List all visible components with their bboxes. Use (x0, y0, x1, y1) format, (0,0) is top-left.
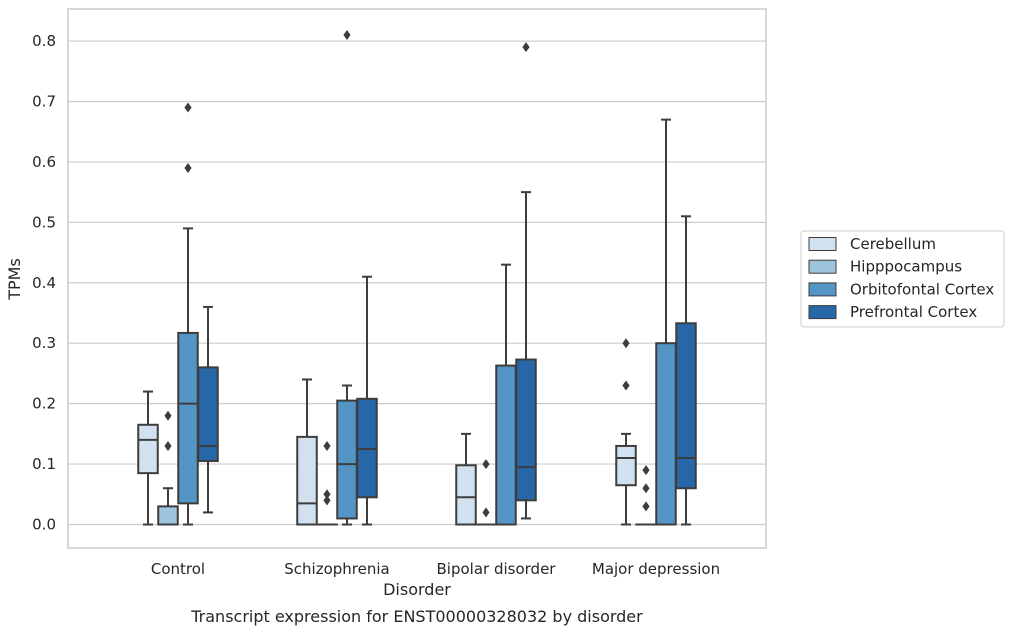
legend-label: Hipppocampus (850, 258, 962, 276)
y-tick-label: 0.3 (32, 334, 56, 352)
outlier-point (622, 338, 630, 349)
box-iqr (495, 364, 517, 526)
box-orbitofontal-cortex (177, 102, 199, 526)
box-iqr (455, 464, 477, 526)
x-axis-label: Disorder (383, 580, 451, 599)
y-tick-label: 0.2 (32, 395, 56, 413)
outlier-point (164, 410, 172, 421)
outlier-point (343, 30, 351, 41)
box-iqr (675, 322, 697, 490)
outlier-point (482, 507, 490, 518)
legend-swatch (808, 305, 837, 320)
outlier-point (323, 440, 331, 451)
legend-label: Cerebellum (850, 235, 936, 253)
outlier-point (622, 380, 630, 391)
chart-title: Transcript expression for ENST0000032803… (190, 607, 643, 626)
box-prefrontal-cortex (675, 215, 697, 526)
legend-swatch (808, 237, 837, 251)
outlier-point (642, 465, 650, 476)
box-orbitofontal-cortex (495, 263, 517, 526)
y-axis-label: TPMs (5, 258, 24, 301)
box-orbitofontal-cortex (655, 118, 677, 526)
box-iqr (177, 331, 199, 505)
outlier-point (482, 459, 490, 470)
box-iqr (615, 444, 637, 487)
y-tick-label: 0.8 (32, 32, 56, 50)
box-iqr (296, 435, 318, 526)
box-iqr (655, 342, 677, 526)
outlier-point (184, 102, 192, 113)
y-tick-label: 0.0 (32, 516, 56, 534)
x-tick-label: Control (151, 560, 205, 578)
box-orbitofontal-cortex (336, 30, 358, 526)
box-hipppocampus (316, 440, 338, 526)
outlier-point (323, 489, 331, 500)
y-tick-label: 0.5 (32, 213, 56, 231)
box-cerebellum (137, 390, 159, 526)
box-prefrontal-cortex (515, 42, 537, 520)
x-tick-label: Major depression (592, 560, 720, 578)
y-tick-label: 0.7 (32, 92, 56, 110)
box-prefrontal-cortex (356, 275, 378, 526)
box-hipppocampus (635, 465, 657, 526)
legend-frame (800, 230, 1005, 328)
box-cerebellum (615, 338, 637, 526)
x-tick-label: Bipolar disorder (437, 560, 557, 578)
legend: Cerebellum Hipppocampus Orbitofontal Corte… (800, 230, 1005, 328)
box-iqr (336, 399, 358, 520)
legend-swatch (808, 282, 837, 297)
y-tick-label: 0.6 (32, 153, 56, 171)
legend-label: Orbitofontal Cortex (850, 280, 994, 298)
box-prefrontal-cortex (197, 305, 219, 514)
x-tick-label: Schizophrenia (284, 560, 389, 578)
y-tick-label: 0.1 (32, 455, 56, 473)
box-cerebellum (455, 432, 477, 526)
outlier-point (164, 440, 172, 451)
box-hipppocampus (475, 459, 497, 526)
legend-swatch (808, 259, 837, 274)
box-iqr (137, 423, 159, 475)
outlier-point (184, 162, 192, 173)
outlier-point (522, 42, 530, 53)
legend-label: Prefrontal Cortex (850, 303, 977, 321)
outlier-point (642, 483, 650, 494)
box-plots (137, 30, 697, 526)
box-iqr (157, 505, 179, 526)
y-tick-label: 0.4 (32, 274, 56, 292)
plot-frame (67, 8, 767, 549)
outlier-point (642, 501, 650, 512)
y-tick-labels: 0.0 0.1 0.2 0.3 0.4 0.5 0.6 0.7 0.8 (32, 32, 56, 533)
outlier-point (323, 495, 331, 506)
box-iqr (515, 358, 537, 502)
x-tick-labels: Control Schizophrenia Bipolar disorder Majo… (151, 560, 720, 578)
box-cerebellum (296, 378, 318, 526)
box-hipppocampus (157, 410, 179, 526)
box-iqr (197, 366, 219, 463)
